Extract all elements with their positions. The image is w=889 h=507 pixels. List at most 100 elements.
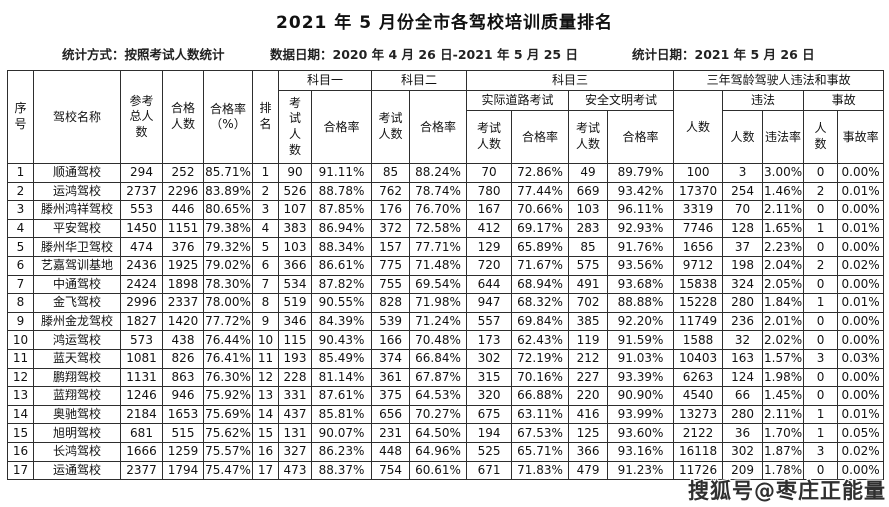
- cell-rank: 4: [252, 218, 279, 239]
- cell-pass-rate: 75.57%: [203, 441, 253, 462]
- cell-s3-road-pass-rate: 72.86%: [511, 163, 570, 183]
- col-header-violation-rate: 违法率: [762, 110, 805, 164]
- cell-accident-count: 2: [803, 181, 839, 202]
- cell-s2-pass-rate: 66.84%: [409, 348, 468, 369]
- cell-s1-exam-count: 437: [278, 404, 312, 425]
- cell-accident-rate: 0.00%: [837, 460, 885, 481]
- cell-accident-rate: 0.02%: [837, 441, 885, 462]
- cell-rank: 9: [252, 311, 279, 332]
- cell-s1-pass-rate: 86.61%: [310, 255, 373, 276]
- cell-accident-rate: 0.01%: [837, 181, 885, 202]
- cell-s1-exam-count: 193: [278, 348, 312, 369]
- cell-total-participants: 573: [120, 330, 163, 350]
- cell-s1-pass-rate: 81.14%: [310, 367, 373, 388]
- cell-s3-safety-pass-rate: 93.39%: [607, 367, 675, 388]
- group-header-subject3: 科目三: [466, 70, 675, 91]
- table-row: 13 蓝翔驾校 1246 946 75.92% 13 331 87.61% 375 64.53% 3…: [7, 386, 885, 406]
- cell-pass-rate: 78.30%: [203, 274, 253, 295]
- cell-s1-exam-count: 90: [278, 163, 312, 183]
- cell-accident-count: 1: [803, 404, 839, 425]
- cell-accident-rate: 0.00%: [837, 237, 885, 257]
- col-header-s1-pass-rate: 合格率: [310, 90, 373, 164]
- cell-serial: 8: [7, 293, 34, 313]
- cell-s3-safety-pass-rate: 93.60%: [607, 423, 675, 443]
- cell-violation-count: 37: [722, 237, 764, 257]
- cell-total-participants: 2737: [120, 181, 163, 202]
- table-row: 4 平安驾校 1450 1151 79.38% 4 383 86.94% 372 72.58% 41…: [7, 218, 885, 239]
- cell-school-name: 奥驰驾校: [33, 404, 121, 425]
- cell-s1-exam-count: 107: [278, 200, 312, 220]
- cell-accident-rate: 0.00%: [837, 367, 885, 388]
- cell-accident-rate: 0.01%: [837, 218, 885, 239]
- cell-accident-count: 0: [803, 237, 839, 257]
- group-header-subject2: 科目二: [371, 70, 468, 91]
- cell-s3-road-pass-rate: 68.32%: [511, 293, 570, 313]
- cell-driver-count: 11749: [673, 311, 724, 332]
- cell-violation-rate: 2.11%: [762, 200, 805, 220]
- data-date-label: 数据日期：2020 年 4 月 26 日-2021 年 5 月 25 日: [270, 47, 578, 62]
- col-header-s2-pass-rate: 合格率: [409, 90, 468, 164]
- table-row: 17 运通驾校 2377 1794 75.47% 17 473 88.37% 754 60.61%…: [7, 460, 885, 481]
- cell-s3-road-exam-count: 129: [466, 237, 513, 257]
- cell-s1-exam-count: 473: [278, 460, 312, 481]
- table-row: 3 滕州鸿祥驾校 553 446 80.65% 3 107 87.85% 176 76.70% 16…: [7, 200, 885, 220]
- cell-total-participants: 474: [120, 237, 163, 257]
- cell-rank: 2: [252, 181, 279, 202]
- cell-accident-rate: 0.02%: [837, 255, 885, 276]
- cell-s3-road-pass-rate: 63.11%: [511, 404, 570, 425]
- cell-s1-pass-rate: 87.61%: [310, 386, 373, 406]
- cell-school-name: 中通驾校: [33, 274, 121, 295]
- col-header-s3-safety-exam-count: 考试人数: [568, 110, 609, 164]
- cell-violation-count: 32: [722, 330, 764, 350]
- col-header-s2-exam-count-label: 考试人数: [378, 111, 403, 141]
- cell-s3-road-exam-count: 644: [466, 274, 513, 295]
- cell-s1-exam-count: 228: [278, 367, 312, 388]
- cell-s3-road-exam-count: 320: [466, 386, 513, 406]
- cell-s3-road-pass-rate: 67.53%: [511, 423, 570, 443]
- cell-accident-rate: 0.00%: [837, 311, 885, 332]
- cell-violation-rate: 2.02%: [762, 330, 805, 350]
- cell-s3-safety-exam-count: 212: [568, 348, 609, 369]
- cell-s3-safety-exam-count: 479: [568, 460, 609, 481]
- cell-s3-safety-exam-count: 103: [568, 200, 609, 220]
- table-row: 11 蓝天驾校 1081 826 76.41% 11 193 85.49% 374 66.84% 3…: [7, 348, 885, 369]
- col-header-s3-safety-pass-rate: 合格率: [607, 110, 675, 164]
- col-header-s2-exam-count: 考试人数: [371, 90, 411, 164]
- cell-total-participants: 2436: [120, 255, 163, 276]
- cell-s2-pass-rate: 64.53%: [409, 386, 468, 406]
- cell-school-name: 运鸿驾校: [33, 181, 121, 202]
- cell-s3-road-exam-count: 315: [466, 367, 513, 388]
- col-header-rank-label: 排名: [259, 101, 272, 131]
- cell-s2-exam-count: 539: [371, 311, 411, 332]
- cell-violation-count: 254: [722, 181, 764, 202]
- cell-serial: 9: [7, 311, 34, 332]
- cell-total-participants: 1131: [120, 367, 163, 388]
- cell-s3-road-pass-rate: 62.43%: [511, 330, 570, 350]
- cell-pass-rate: 76.44%: [203, 330, 253, 350]
- cell-accident-rate: 0.05%: [837, 423, 885, 443]
- cell-serial: 10: [7, 330, 34, 350]
- meta-line: 统计方式：按照考试人数统计 数据日期：2020 年 4 月 26 日-2021 …: [0, 44, 889, 62]
- table-body: 1 顺通驾校 294 252 85.71% 1 90 91.11% 85 88.24% 70 72.8…: [7, 163, 885, 481]
- cell-s3-road-exam-count: 720: [466, 255, 513, 276]
- cell-s1-exam-count: 366: [278, 255, 312, 276]
- table-row: 1 顺通驾校 294 252 85.71% 1 90 91.11% 85 88.24% 70 72.8…: [7, 163, 885, 183]
- cell-violation-rate: 2.01%: [762, 311, 805, 332]
- cell-passed-count: 1259: [162, 441, 204, 462]
- cell-rank: 1: [252, 163, 279, 183]
- col-header-passed-count: 合格人数: [162, 70, 204, 164]
- cell-s2-pass-rate: 71.24%: [409, 311, 468, 332]
- cell-s2-exam-count: 231: [371, 423, 411, 443]
- col-header-s3-safety-exam-count-label: 考试人数: [576, 121, 601, 151]
- cell-school-name: 金飞驾校: [33, 293, 121, 313]
- cell-violation-count: 324: [722, 274, 764, 295]
- cell-s2-pass-rate: 60.61%: [409, 460, 468, 481]
- cell-pass-rate: 78.00%: [203, 293, 253, 313]
- cell-driver-count: 9712: [673, 255, 724, 276]
- cell-rank: 3: [252, 200, 279, 220]
- table-row: 10 鸿运驾校 573 438 76.44% 10 115 90.43% 166 70.48% 17…: [7, 330, 885, 350]
- cell-s3-road-exam-count: 412: [466, 218, 513, 239]
- col-header-accident-count-label: 人数: [814, 121, 827, 151]
- col-header-pass-rate: 合格率（%）: [203, 70, 253, 164]
- cell-s2-exam-count: 762: [371, 181, 411, 202]
